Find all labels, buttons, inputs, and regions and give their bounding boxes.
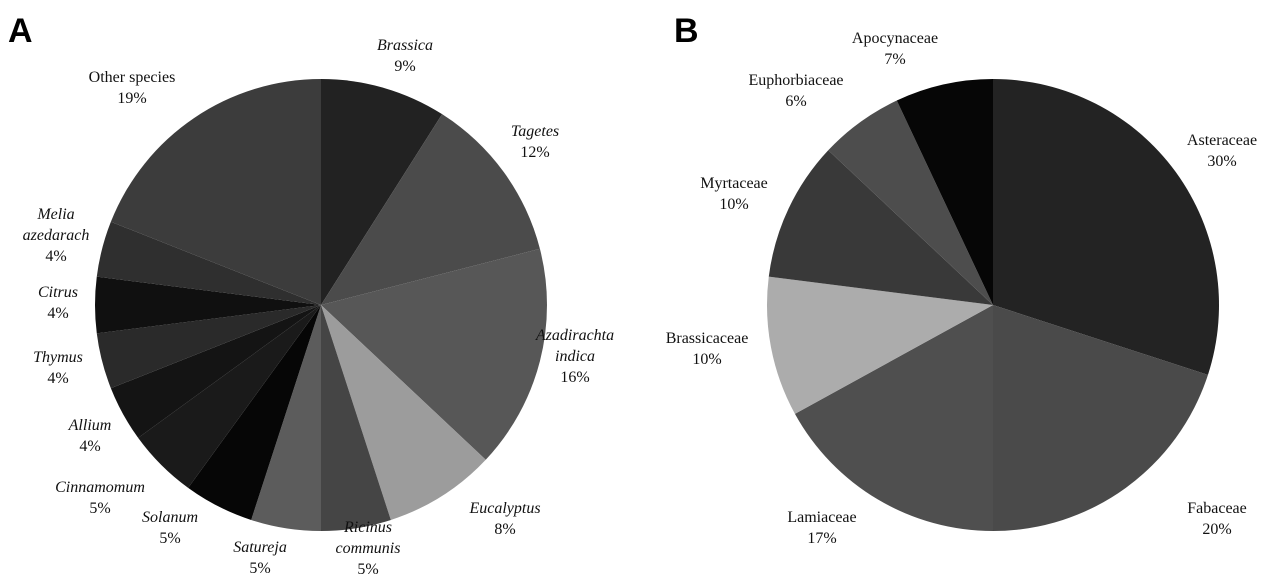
- slice-name: Solanum: [142, 509, 198, 526]
- pie-slice: [188, 305, 321, 520]
- slice-label: Brassicaceae 10%: [666, 330, 749, 368]
- pie-slice: [321, 305, 391, 531]
- pie-slice: [993, 78, 1220, 375]
- slice-name: communis: [336, 540, 401, 557]
- slice-name: Melia: [36, 206, 74, 223]
- slice-label: Melia azedarach 4%: [23, 206, 90, 265]
- slice-percent: 5%: [249, 560, 270, 577]
- pie-chart-a: Brassica 9% Tagetes 12% Azadirachta indica 16%…: [23, 37, 614, 578]
- slice-name: indica: [555, 348, 595, 365]
- slice-name: Lamiaceae: [787, 509, 856, 526]
- slice-name: Thymus: [33, 349, 83, 366]
- pie-chart-b: Asteraceae 30% Fabaceae 20% Lamiaceae 17% Bras…: [666, 30, 1257, 547]
- slice-name: Eucalyptus: [468, 500, 540, 517]
- slice-name: Azadirachta: [535, 327, 614, 344]
- slice-percent: 16%: [560, 369, 589, 386]
- pie-slice: [321, 114, 540, 306]
- slice-label: Fabaceae 20%: [1187, 500, 1247, 538]
- slice-percent: 19%: [117, 90, 146, 107]
- pie-slice: [766, 276, 993, 414]
- slice-percent: 5%: [357, 561, 378, 578]
- pie-slice: [321, 305, 486, 520]
- slice-name: Other species: [89, 69, 176, 86]
- slice-label: Ricinus communis 5%: [336, 519, 401, 578]
- slice-percent: 12%: [520, 144, 549, 161]
- slice-name: Citrus: [38, 284, 78, 301]
- pie-slice: [321, 79, 443, 305]
- pie-slice: [110, 305, 322, 438]
- pie-slice: [251, 305, 321, 531]
- slice-label: Brassica 9%: [377, 37, 433, 75]
- slice-percent: 7%: [884, 51, 905, 68]
- slice-percent: 6%: [785, 93, 806, 110]
- panel-label-b: B: [674, 12, 699, 50]
- slice-label: Lamiaceae 17%: [787, 509, 856, 547]
- pie-slice: [896, 79, 993, 305]
- slice-name: Cinnamomum: [55, 479, 145, 496]
- pie-slice: [94, 276, 321, 334]
- pie-slice: [138, 305, 321, 488]
- slice-label: Allium 4%: [68, 417, 112, 455]
- slice-name: Asteraceae: [1187, 132, 1257, 149]
- slice-percent: 4%: [79, 438, 100, 455]
- slice-name: Satureja: [233, 539, 287, 556]
- slice-name: Brassica: [377, 37, 433, 54]
- slice-percent: 30%: [1207, 153, 1236, 170]
- pie-slice: [96, 221, 321, 305]
- pie-slice: [321, 248, 548, 460]
- slice-name: Apocynaceae: [852, 30, 938, 47]
- slice-name: Euphorbiaceae: [748, 72, 843, 89]
- slice-label: Apocynaceae 7%: [852, 30, 938, 68]
- slice-percent: 5%: [159, 530, 180, 547]
- slice-percent: 4%: [45, 248, 66, 265]
- pie-slice: [768, 150, 993, 305]
- slice-label: Tagetes 12%: [511, 123, 559, 161]
- pie-slice: [794, 305, 993, 531]
- slice-percent: 10%: [692, 351, 721, 368]
- panel-label-a: A: [8, 12, 33, 50]
- slice-label: Cinnamomum 5%: [55, 479, 145, 517]
- slice-label: Citrus 4%: [38, 284, 78, 322]
- pie-slice: [828, 100, 993, 305]
- slice-name: Fabaceae: [1187, 500, 1247, 517]
- slice-percent: 10%: [719, 196, 748, 213]
- slice-label: Asteraceae 30%: [1187, 132, 1257, 170]
- slice-name: Brassicaceae: [666, 330, 749, 347]
- slice-percent: 17%: [807, 530, 836, 547]
- slice-label: Other species 19%: [89, 69, 176, 107]
- slice-percent: 8%: [494, 521, 515, 538]
- pie-slice: [993, 305, 1208, 531]
- slice-name: Ricinus: [343, 519, 392, 536]
- slice-percent: 4%: [47, 370, 68, 387]
- slice-label: Satureja 5%: [233, 539, 287, 577]
- slice-percent: 20%: [1202, 521, 1231, 538]
- slice-name: azedarach: [23, 227, 90, 244]
- slice-percent: 9%: [394, 58, 415, 75]
- slice-percent: 4%: [47, 305, 68, 322]
- slice-label: Eucalyptus 8%: [468, 500, 540, 538]
- slice-label: Thymus 4%: [33, 349, 83, 387]
- slice-label: Azadirachta indica 16%: [535, 327, 614, 386]
- slice-percent: 5%: [89, 500, 110, 517]
- slice-label: Myrtaceae 10%: [700, 175, 768, 213]
- slice-name: Allium: [68, 417, 112, 434]
- slice-label: Solanum 5%: [142, 509, 198, 547]
- slice-label: Euphorbiaceae 6%: [748, 72, 843, 110]
- pie-slice: [110, 79, 322, 305]
- pie-slice: [96, 305, 321, 389]
- slice-name: Myrtaceae: [700, 175, 768, 192]
- slice-name: Tagetes: [511, 123, 559, 140]
